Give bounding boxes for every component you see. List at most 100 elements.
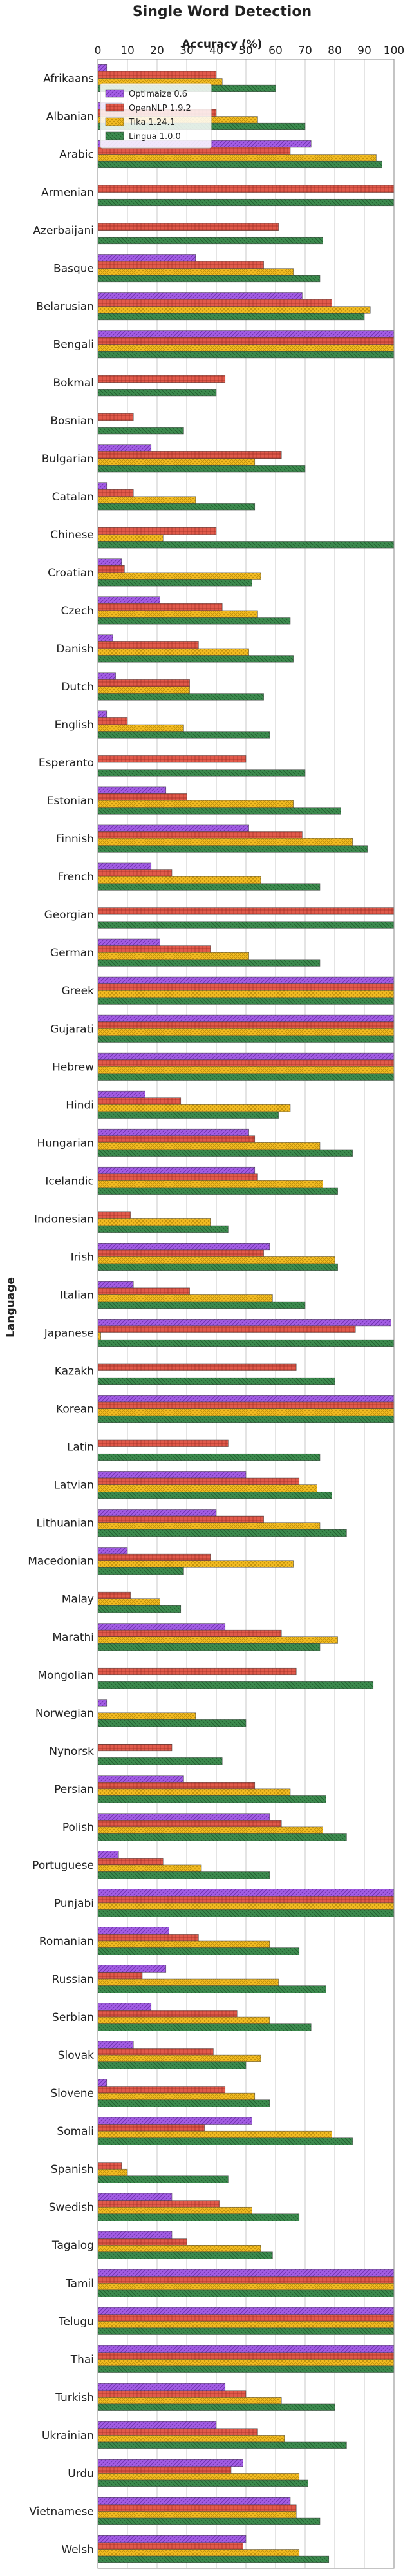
bar-finnish-series-1 <box>97 831 303 839</box>
bar-italian-series-1 <box>97 1287 190 1295</box>
bar-bengali-series-0 <box>97 330 395 338</box>
bar-greek-series-3 <box>97 997 395 1005</box>
bar-polish-series-1 <box>97 1820 282 1828</box>
bar-telugu-series-2 <box>97 2321 395 2329</box>
legend-label-1: OpenNLP 1.9.2 <box>129 104 191 113</box>
y-tick-label-esperanto: Esperanto <box>39 757 94 770</box>
bar-basque-series-2 <box>97 268 294 276</box>
y-tick-label-azerbaijani: Azerbaijani <box>33 225 94 238</box>
bar-slovak-series-2 <box>97 2054 261 2062</box>
bar-telugu-series-3 <box>97 2327 395 2335</box>
bar-afrikaans-series-0 <box>97 64 108 72</box>
bar-irish-series-1 <box>97 1249 264 1257</box>
bar-tagalog-series-0 <box>97 2231 173 2239</box>
bar-latvian-series-1 <box>97 1477 300 1485</box>
bar-macedonian-series-3 <box>97 1567 184 1575</box>
bar-punjabi-series-2 <box>97 1902 395 1910</box>
bar-polish-series-0 <box>97 1813 270 1821</box>
y-tick-label-ukrainian: Ukrainian <box>42 2429 94 2442</box>
y-tick-label-turkish: Turkish <box>55 2391 94 2404</box>
y-tick-label-spanish: Spanish <box>51 2163 94 2176</box>
bar-catalan-series-3 <box>97 503 256 511</box>
y-tick-label-macedonian: Macedonian <box>28 1555 94 1568</box>
bar-thai-series-3 <box>97 2365 395 2373</box>
bar-norwegian-series-2 <box>97 1712 196 1720</box>
y-tick-label-urdu: Urdu <box>68 2467 94 2480</box>
bar-japanese-series-0 <box>97 1319 391 1327</box>
bar-welsh-series-1 <box>97 2542 243 2550</box>
bar-estonian-series-2 <box>97 800 294 808</box>
y-tick-label-serbian: Serbian <box>52 2011 94 2024</box>
bar-kazakh-series-1 <box>97 1363 297 1371</box>
bar-greek-series-0 <box>97 976 395 984</box>
bar-english-series-2 <box>97 724 184 732</box>
bar-azerbaijani-series-3 <box>97 236 323 245</box>
y-tick-label-somali: Somali <box>57 2125 94 2138</box>
bar-latvian-series-2 <box>97 1484 317 1492</box>
bar-hebrew-series-1 <box>97 1059 395 1067</box>
bar-turkish-series-0 <box>97 2383 226 2391</box>
bar-bosnian-series-1 <box>97 413 134 421</box>
bar-lithuanian-series-3 <box>97 1530 347 1537</box>
bar-hindi-series-3 <box>97 1111 279 1119</box>
chart-title: Single Word Detection <box>133 4 312 20</box>
bar-turkish-series-1 <box>97 2390 247 2398</box>
x-tick-label-30: 30 <box>180 44 194 57</box>
bar-turkish-series-3 <box>97 2403 335 2411</box>
bar-catalan-series-0 <box>97 482 108 490</box>
bar-portuguese-series-2 <box>97 1864 202 1872</box>
bar-persian-series-2 <box>97 1788 291 1796</box>
bar-french-series-3 <box>97 883 321 891</box>
bar-hindi-series-1 <box>97 1097 182 1105</box>
bar-czech-series-0 <box>97 596 160 604</box>
y-tick-label-hindi: Hindi <box>66 1099 94 1112</box>
bar-malay-series-1 <box>97 1591 131 1599</box>
bar-turkish-series-2 <box>97 2397 282 2405</box>
bar-marathi-series-1 <box>97 1629 282 1638</box>
bar-persian-series-0 <box>97 1775 184 1783</box>
bar-arabic-series-1 <box>97 147 291 155</box>
bar-swedish-series-1 <box>97 2200 220 2208</box>
bar-ukrainian-series-1 <box>97 2428 258 2436</box>
y-tick-label-korean: Korean <box>56 1403 94 1416</box>
x-axis-label: Accuracy (%) <box>182 38 263 51</box>
y-tick-label-armenian: Armenian <box>41 187 94 200</box>
bar-marathi-series-3 <box>97 1643 321 1651</box>
bar-slovene-series-1 <box>97 2086 226 2094</box>
bar-macedonian-series-1 <box>97 1553 211 1561</box>
bar-irish-series-2 <box>97 1256 335 1264</box>
bar-belarusian-series-0 <box>97 292 303 300</box>
bar-persian-series-1 <box>97 1782 256 1790</box>
bar-swedish-series-0 <box>97 2193 173 2201</box>
x-tick-labels: 0 10 20 30 40 50 60 70 80 90 100 <box>95 44 405 57</box>
y-axis-label: Language <box>5 1277 17 1338</box>
bar-romanian-series-3 <box>97 1947 300 1955</box>
bar-urdu-series-2 <box>97 2473 300 2481</box>
legend: Optimaize 0.6 OpenNLP 1.9.2 Tika 1.24.1 Lin… <box>100 83 212 149</box>
legend-label-2: Tika 1.24.1 <box>128 118 175 128</box>
y-tick-label-lithuanian: Lithuanian <box>36 1517 94 1530</box>
bar-french-series-2 <box>97 876 261 884</box>
bar-serbian-series-0 <box>97 2003 152 2011</box>
bar-tagalog-series-2 <box>97 2244 261 2253</box>
bar-icelandic-series-1 <box>97 1173 258 1181</box>
bar-georgian-series-3 <box>97 921 395 929</box>
y-tick-label-bulgarian: Bulgarian <box>42 453 94 466</box>
y-tick-label-swedish: Swedish <box>49 2201 94 2214</box>
bar-hindi-series-0 <box>97 1090 145 1098</box>
y-tick-label-danish: Danish <box>56 643 94 656</box>
bar-armenian-series-3 <box>97 198 395 207</box>
y-tick-label-telugu: Telugu <box>58 2315 94 2328</box>
bar-thai-series-2 <box>97 2359 395 2367</box>
bar-romanian-series-1 <box>97 1934 199 1942</box>
y-tick-label-mongolian: Mongolian <box>37 1669 94 1682</box>
bar-korean-series-3 <box>97 1415 395 1423</box>
bar-polish-series-3 <box>97 1833 347 1841</box>
bar-german-series-1 <box>97 945 211 953</box>
bar-english-series-0 <box>97 710 108 718</box>
bar-dutch-series-1 <box>97 679 190 687</box>
bar-punjabi-series-0 <box>97 1889 395 1897</box>
bar-welsh-series-2 <box>97 2549 300 2557</box>
bar-russian-series-2 <box>97 1978 279 1986</box>
bar-ukrainian-series-0 <box>97 2421 217 2429</box>
